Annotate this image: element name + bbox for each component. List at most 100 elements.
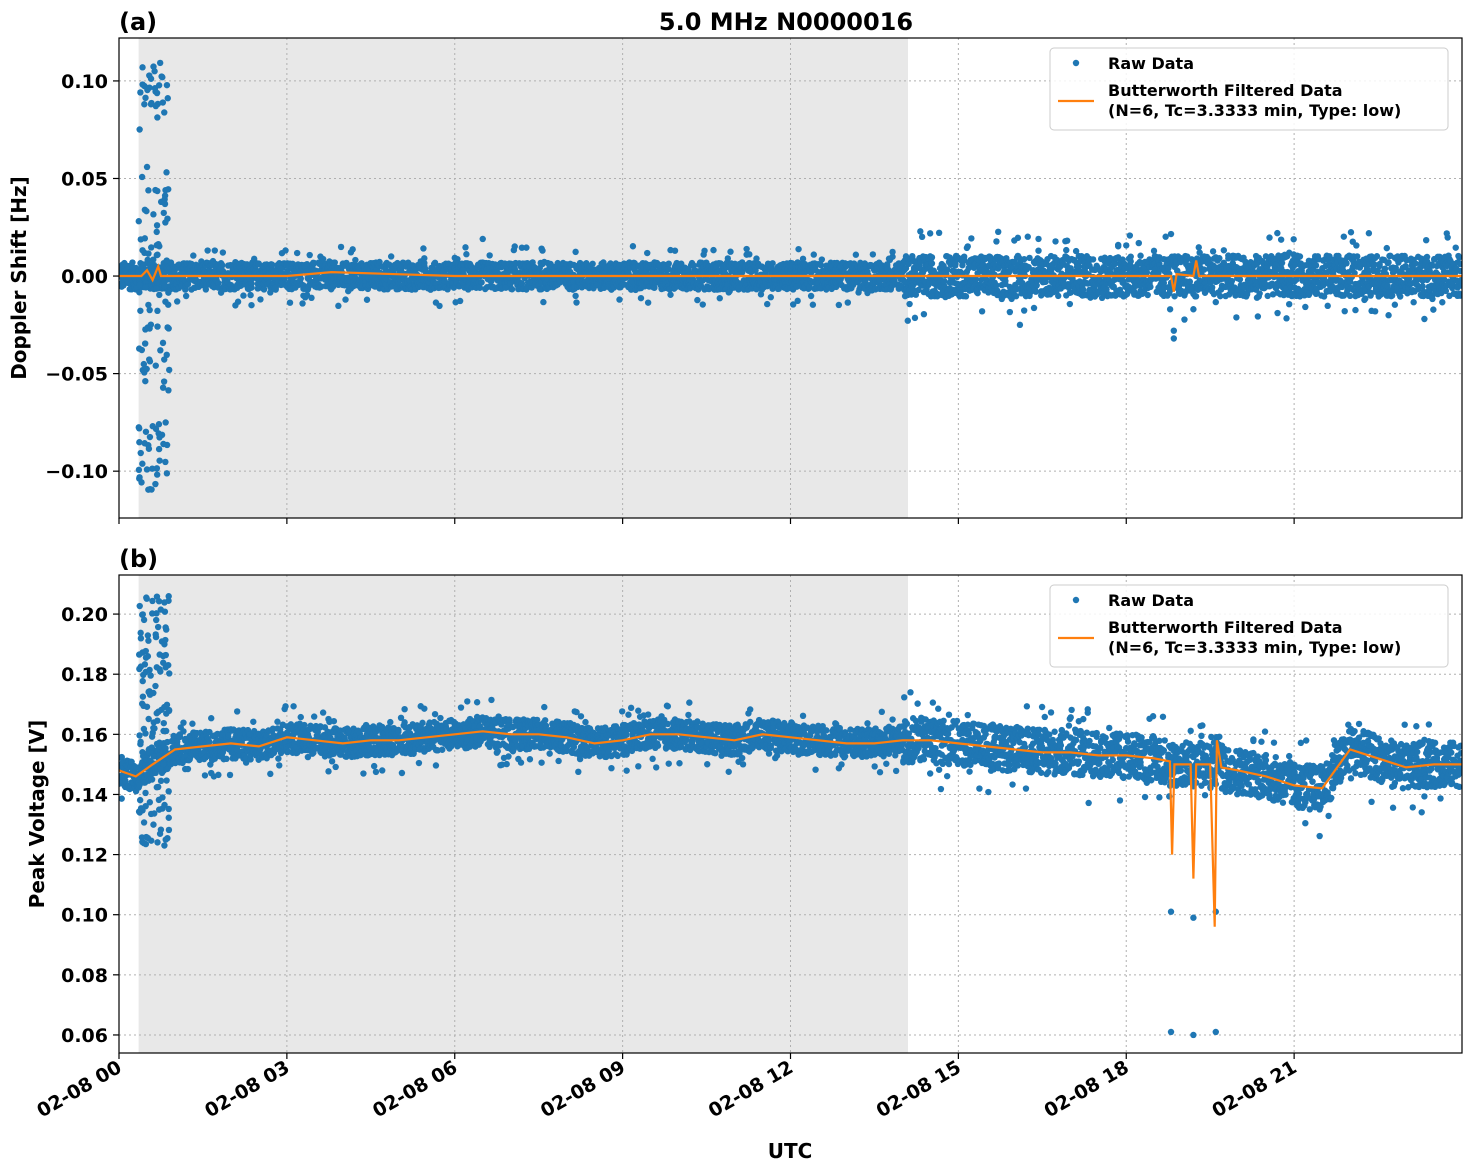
raw-data-point [138, 173, 146, 181]
y-tick-label: 0.00 [61, 266, 108, 288]
raw-data-point [152, 186, 159, 194]
raw-data-point [155, 82, 163, 89]
raw-data-point [1419, 283, 1426, 290]
raw-data-point [140, 261, 148, 268]
raw-data-point [162, 186, 169, 194]
raw-data-point [920, 310, 928, 318]
raw-data-point [935, 229, 943, 237]
raw-data-point [139, 81, 146, 88]
raw-data-point [1278, 259, 1286, 267]
raw-data-point [1066, 300, 1074, 308]
raw-data-point [1456, 254, 1462, 261]
raw-data-point [308, 294, 315, 302]
raw-data-point [184, 765, 192, 773]
raw-data-point [1035, 235, 1042, 243]
raw-data-point [142, 284, 150, 291]
raw-data-point [518, 280, 526, 287]
raw-data-point [299, 300, 306, 307]
raw-data-point [147, 101, 155, 108]
raw-data-point [1052, 238, 1059, 245]
legend-box [1049, 47, 1449, 131]
raw-data-point [964, 243, 971, 250]
raw-data-point [151, 68, 158, 75]
raw-data-point [817, 261, 825, 269]
raw-data-point [1123, 242, 1130, 249]
raw-data-point [793, 283, 800, 290]
raw-data-point [1457, 282, 1462, 289]
raw-data-point [962, 293, 970, 300]
raw-data-point [165, 325, 172, 332]
raw-data-point [139, 64, 146, 71]
raw-data-point [144, 86, 151, 94]
legend-marker-raw [1072, 59, 1080, 67]
raw-data-point [926, 230, 934, 237]
raw-data-point [268, 261, 276, 269]
raw-data-point [1423, 258, 1431, 265]
raw-data-point [906, 300, 913, 308]
raw-data-point [163, 470, 171, 477]
raw-data-point [218, 262, 226, 269]
raw-data-point [155, 421, 163, 428]
raw-data-point [297, 275, 304, 282]
raw-data-point [644, 249, 651, 257]
raw-data-point [809, 301, 817, 308]
raw-data-point [342, 296, 349, 303]
raw-data-point [129, 259, 136, 266]
raw-data-point [1014, 234, 1022, 242]
raw-data-point [1271, 266, 1279, 273]
raw-data-point [909, 286, 917, 293]
raw-data-point [136, 439, 143, 446]
raw-data-point [154, 114, 161, 121]
y-axis-label-b: Peak Voltage [V] [25, 720, 49, 909]
raw-data-point [173, 741, 181, 749]
raw-data-point [1103, 286, 1110, 293]
raw-data-point [1340, 233, 1348, 240]
raw-data-point [161, 109, 168, 116]
raw-data-point [1114, 243, 1122, 250]
raw-data-point [176, 733, 184, 741]
raw-data-point [1457, 260, 1462, 268]
raw-data-point [1089, 256, 1097, 263]
raw-data-point [701, 247, 708, 255]
raw-data-point [1452, 244, 1459, 251]
raw-data-point [539, 247, 546, 254]
raw-data-point [629, 243, 637, 250]
raw-data-point [1254, 313, 1262, 320]
raw-data-point [1457, 276, 1462, 284]
raw-data-point [1412, 260, 1419, 267]
raw-data-point [257, 296, 264, 303]
raw-data-point [511, 243, 518, 250]
raw-data-point [1306, 289, 1313, 297]
raw-data-point [1429, 295, 1436, 303]
raw-data-point [1063, 246, 1070, 254]
y-tick-label: −0.05 [45, 364, 108, 386]
raw-data-point [153, 228, 160, 236]
raw-data-point [337, 243, 345, 251]
raw-data-point [993, 238, 1000, 245]
raw-data-point [911, 314, 919, 322]
raw-data-point [136, 475, 143, 482]
raw-data-point [667, 291, 674, 298]
raw-data-point [974, 289, 981, 297]
raw-data-point [795, 245, 802, 253]
raw-data-point [1283, 315, 1290, 322]
raw-data-point [844, 299, 852, 306]
raw-data-point [394, 259, 401, 267]
raw-data-point [153, 465, 161, 472]
raw-data-point [752, 267, 759, 274]
raw-data-point [166, 366, 173, 374]
y-tick-label: 0.05 [61, 168, 108, 190]
raw-data-point [211, 247, 219, 254]
raw-data-point [799, 255, 807, 263]
raw-data-point [153, 222, 161, 229]
raw-data-point [1367, 292, 1374, 299]
raw-data-point [1035, 247, 1042, 254]
raw-data-point [915, 286, 922, 294]
raw-data-point [1256, 290, 1263, 297]
raw-data-point [665, 260, 672, 267]
raw-data-point [143, 365, 150, 373]
x-axis-label: UTC [768, 1139, 813, 1163]
raw-data-point [1374, 267, 1382, 274]
